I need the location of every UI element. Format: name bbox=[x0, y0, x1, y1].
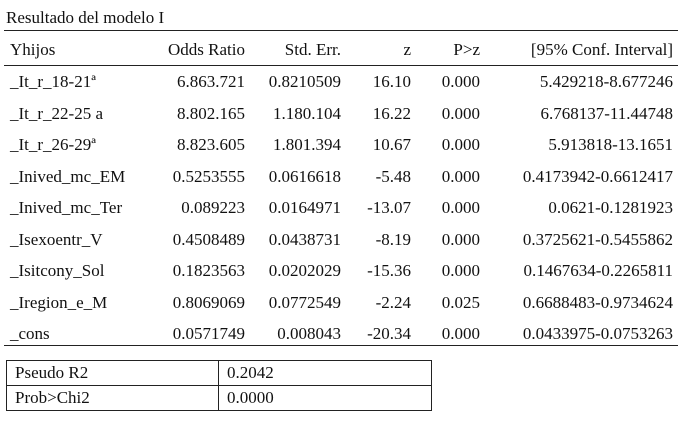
table-title: Resultado del modelo I bbox=[6, 8, 165, 27]
cell: 0.000 bbox=[441, 103, 480, 123]
fit-row: Pseudo R2 0.2042 bbox=[6, 360, 432, 386]
cell: 0.8069069 bbox=[172, 292, 245, 312]
row-label: _It_r_18-21ª bbox=[10, 72, 96, 91]
column-header: [95% Conf. Interval] bbox=[530, 40, 673, 59]
cell: 0.6688483-0.9734624 bbox=[522, 292, 673, 312]
cell: 5.913818-13.1651 bbox=[548, 135, 673, 154]
cell: 0.000 bbox=[441, 198, 480, 217]
fit-value: 0.2042 bbox=[218, 360, 432, 386]
cell: 5.429218-8.677246 bbox=[539, 72, 673, 91]
cell: 0.025 bbox=[441, 292, 480, 312]
column-header: z bbox=[403, 40, 411, 59]
row-label: _It_r_22-25 a bbox=[10, 103, 104, 123]
cell: 0.089223 bbox=[181, 198, 245, 217]
cell: 0.0438731 bbox=[268, 229, 341, 249]
column-header: Odds Ratio bbox=[168, 40, 245, 59]
cell: 8.823.605 bbox=[177, 135, 245, 154]
row-label: _Inived_mc_EM bbox=[10, 166, 126, 186]
rule bbox=[4, 65, 678, 66]
row-label: _It_r_26-29ª bbox=[10, 135, 96, 154]
row-label: _Iregion_e_M bbox=[10, 292, 108, 312]
cell: 0.000 bbox=[441, 324, 480, 343]
cell: 0.1823563 bbox=[172, 261, 245, 280]
row-label: _cons bbox=[10, 324, 50, 343]
cell: -5.48 bbox=[375, 166, 411, 186]
fit-value: 0.0000 bbox=[218, 385, 432, 411]
row-label: _Inived_mc_Ter bbox=[10, 198, 123, 217]
rule bbox=[4, 30, 678, 31]
row-label: _Isexoentr_V bbox=[10, 229, 103, 249]
cell: 0.0164971 bbox=[268, 198, 341, 217]
cell: 16.10 bbox=[372, 72, 411, 91]
cell: 10.67 bbox=[372, 135, 411, 154]
cell: 0.000 bbox=[441, 229, 480, 249]
cell: 8.802.165 bbox=[177, 103, 245, 123]
column-header: Std. Err. bbox=[284, 40, 341, 59]
cell: 0.4508489 bbox=[172, 229, 245, 249]
cell: 0.000 bbox=[441, 135, 480, 154]
cell: 0.1467634-0.2265811 bbox=[523, 261, 673, 280]
cell: 0.0772549 bbox=[268, 292, 341, 312]
cell: 1.801.394 bbox=[273, 135, 341, 154]
cell: 1.180.104 bbox=[273, 103, 341, 123]
rule bbox=[4, 345, 678, 346]
cell: 0.0621-0.1281923 bbox=[548, 198, 673, 217]
fit-label: Pseudo R2 bbox=[6, 360, 219, 386]
cell: 0.0202029 bbox=[268, 261, 341, 280]
cell: 0.008043 bbox=[277, 324, 341, 343]
cell: 0.000 bbox=[441, 166, 480, 186]
cell: 0.0571749 bbox=[172, 324, 245, 343]
cell: -20.34 bbox=[367, 324, 411, 343]
fit-row: Prob>Chi2 0.0000 bbox=[6, 385, 432, 411]
cell: 0.4173942-0.6612417 bbox=[522, 166, 673, 186]
cell: 6.863.721 bbox=[177, 72, 245, 91]
cell: 0.000 bbox=[441, 72, 480, 91]
fit-label: Prob>Chi2 bbox=[6, 385, 219, 411]
cell: 0.3725621-0.5455862 bbox=[522, 229, 673, 249]
row-label: _Isitcony_Sol bbox=[10, 261, 105, 280]
cell: 16.22 bbox=[372, 103, 411, 123]
cell: 0.0616618 bbox=[268, 166, 341, 186]
fit-table: Pseudo R2 0.2042 Prob>Chi2 0.0000 bbox=[6, 360, 432, 411]
cell: -2.24 bbox=[375, 292, 411, 312]
cell: 0.5253555 bbox=[172, 166, 245, 186]
column-header: Yhijos bbox=[10, 40, 56, 59]
column-header: P>z bbox=[453, 40, 480, 59]
cell: 0.8210509 bbox=[268, 72, 341, 91]
cell: 6.768137-11.44748 bbox=[540, 103, 673, 123]
cell: -8.19 bbox=[375, 229, 411, 249]
cell: 0.000 bbox=[441, 261, 480, 280]
cell: -15.36 bbox=[367, 261, 411, 280]
cell: -13.07 bbox=[367, 198, 411, 217]
cell: 0.0433975-0.0753263 bbox=[522, 324, 673, 343]
